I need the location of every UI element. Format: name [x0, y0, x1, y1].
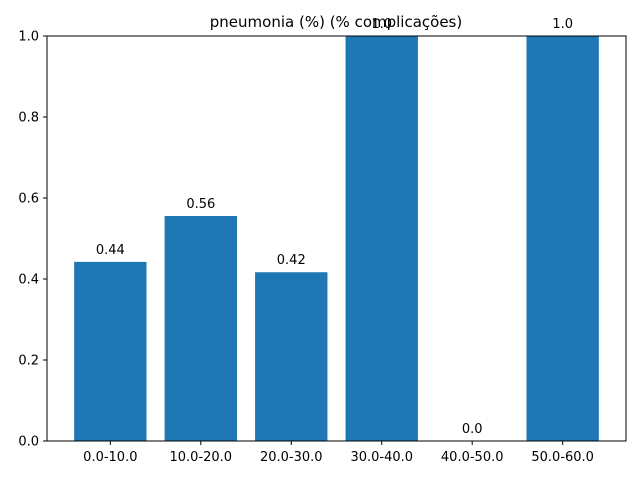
data-label-0.0-10.0: 0.44 — [96, 243, 125, 258]
x-tick-label: 50.0-60.0 — [531, 450, 594, 465]
data-labels-group: 0.44 0.56 0.42 1.0 0.0 1.0 — [96, 17, 573, 437]
data-label-50.0-60.0: 1.0 — [552, 17, 573, 32]
y-tick-label: 0.4 — [18, 273, 39, 288]
bar-20.0-30.0 — [255, 272, 328, 441]
bar-10.0-20.0 — [164, 215, 237, 441]
data-label-20.0-30.0: 0.42 — [277, 253, 306, 268]
bar-50.0-60.0 — [526, 36, 599, 441]
x-tick-label: 30.0-40.0 — [350, 450, 413, 465]
y-tick-label: 0.0 — [18, 435, 39, 450]
bar-0.0-10.0 — [74, 261, 147, 441]
x-tick-label: 10.0-20.0 — [170, 450, 233, 465]
data-label-10.0-20.0: 0.56 — [186, 197, 215, 212]
axes-group: 0.0 0.2 0.4 0.6 0.8 1.0 0.0-10.0 10.0-20.0 20.0-… — [18, 30, 627, 465]
plot-frame — [46, 35, 627, 442]
y-tick-label: 0.8 — [18, 111, 39, 126]
data-label-40.0-50.0: 0.0 — [462, 422, 483, 437]
bars-group — [74, 36, 599, 441]
chart-title: pneumonia (%) (% complicações) — [210, 13, 462, 31]
data-label-30.0-40.0: 1.0 — [371, 17, 392, 32]
x-tick-label: 40.0-50.0 — [441, 450, 504, 465]
x-tick-label: 20.0-30.0 — [260, 450, 323, 465]
y-tick-label: 1.0 — [18, 30, 39, 45]
x-tick-label: 0.0-10.0 — [83, 450, 137, 465]
y-tick-label: 0.6 — [18, 192, 39, 207]
y-tick-label: 0.2 — [18, 354, 39, 369]
bar-30.0-40.0 — [345, 36, 418, 441]
